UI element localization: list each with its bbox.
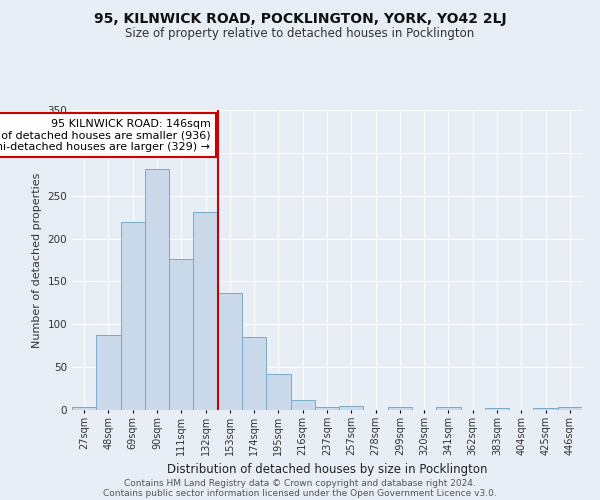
Bar [388,406,412,410]
Bar [436,408,461,410]
Bar [315,406,339,410]
Bar [290,400,315,410]
Text: Contains HM Land Registry data © Crown copyright and database right 2024.: Contains HM Land Registry data © Crown c… [124,478,476,488]
Bar [96,336,121,410]
Bar [218,292,242,410]
Bar [266,374,290,410]
Bar [121,222,145,410]
Bar [145,169,169,410]
Y-axis label: Number of detached properties: Number of detached properties [32,172,42,348]
Text: Size of property relative to detached houses in Pocklington: Size of property relative to detached ho… [125,28,475,40]
Bar [485,408,509,410]
Text: 95, KILNWICK ROAD, POCKLINGTON, YORK, YO42 2LJ: 95, KILNWICK ROAD, POCKLINGTON, YORK, YO… [94,12,506,26]
Bar [242,337,266,410]
Bar [558,408,582,410]
Bar [193,212,218,410]
Bar [169,259,193,410]
Bar [72,408,96,410]
Bar [339,406,364,410]
Bar [533,408,558,410]
Text: Contains public sector information licensed under the Open Government Licence v3: Contains public sector information licen… [103,488,497,498]
Text: 95 KILNWICK ROAD: 146sqm
← 74% of detached houses are smaller (936)
26% of semi-: 95 KILNWICK ROAD: 146sqm ← 74% of detach… [0,118,211,152]
X-axis label: Distribution of detached houses by size in Pocklington: Distribution of detached houses by size … [167,464,487,476]
